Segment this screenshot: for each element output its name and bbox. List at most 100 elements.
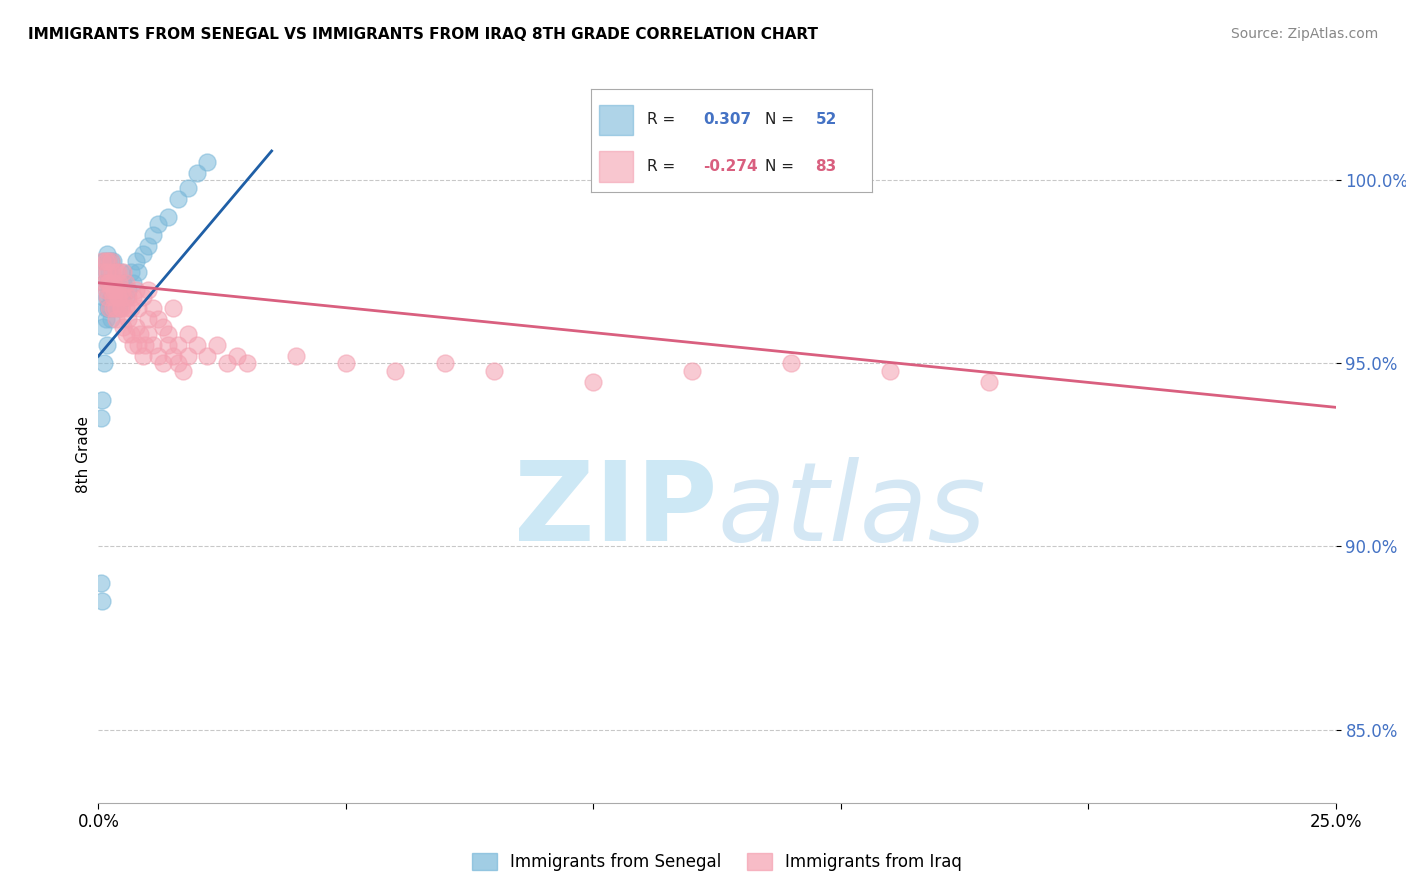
- Point: [100, 283, 122, 297]
- Point: [93, 276, 115, 290]
- Point: [681, 364, 703, 378]
- Point: [93, 253, 115, 268]
- Legend: Immigrants from Senegal, Immigrants from Iraq: Immigrants from Senegal, Immigrants from…: [465, 847, 969, 878]
- Point: [91, 392, 114, 407]
- Text: 0.307: 0.307: [703, 112, 751, 128]
- Text: 52: 52: [815, 112, 837, 128]
- Point: [93, 265, 115, 279]
- Point: [146, 349, 169, 363]
- Point: [112, 319, 135, 334]
- Point: [114, 301, 136, 316]
- Point: [166, 338, 188, 352]
- Point: [205, 338, 228, 352]
- Point: [879, 364, 901, 378]
- Point: [101, 265, 124, 279]
- Point: [110, 301, 132, 316]
- Point: [93, 290, 115, 304]
- Point: [127, 301, 149, 316]
- Point: [96, 265, 118, 279]
- Point: [176, 327, 198, 342]
- Point: [104, 276, 127, 290]
- Point: [335, 356, 357, 370]
- Point: [127, 338, 149, 352]
- Point: [134, 338, 156, 352]
- Point: [162, 301, 184, 316]
- Point: [94, 253, 117, 268]
- Point: [100, 253, 122, 268]
- Point: [146, 217, 169, 231]
- Point: [105, 283, 128, 297]
- Point: [103, 301, 125, 316]
- Point: [122, 290, 145, 304]
- Point: [107, 265, 129, 279]
- Point: [156, 338, 179, 352]
- Point: [156, 210, 179, 224]
- Point: [91, 594, 114, 608]
- Point: [103, 301, 125, 316]
- Point: [484, 364, 506, 378]
- Point: [101, 290, 124, 304]
- Point: [96, 246, 118, 260]
- Text: 83: 83: [815, 159, 837, 174]
- Text: IMMIGRANTS FROM SENEGAL VS IMMIGRANTS FROM IRAQ 8TH GRADE CORRELATION CHART: IMMIGRANTS FROM SENEGAL VS IMMIGRANTS FR…: [28, 27, 818, 42]
- Point: [107, 283, 129, 297]
- Text: -0.274: -0.274: [703, 159, 758, 174]
- Point: [100, 312, 122, 326]
- Text: N =: N =: [765, 159, 799, 174]
- Point: [93, 356, 115, 370]
- Point: [110, 301, 132, 316]
- Point: [112, 265, 135, 279]
- Text: N =: N =: [765, 112, 799, 128]
- Y-axis label: 8th Grade: 8th Grade: [76, 417, 91, 493]
- Point: [97, 276, 120, 290]
- Point: [114, 276, 136, 290]
- Point: [117, 290, 139, 304]
- Point: [217, 356, 239, 370]
- Point: [166, 356, 188, 370]
- Point: [98, 265, 121, 279]
- Point: [105, 290, 128, 304]
- Point: [172, 364, 194, 378]
- Point: [101, 276, 124, 290]
- Point: [114, 290, 136, 304]
- Point: [136, 239, 159, 253]
- Point: [94, 312, 117, 326]
- Text: Source: ZipAtlas.com: Source: ZipAtlas.com: [1230, 27, 1378, 41]
- Point: [186, 338, 208, 352]
- Point: [120, 301, 142, 316]
- Point: [132, 349, 155, 363]
- Point: [146, 312, 169, 326]
- Point: [103, 253, 125, 268]
- Point: [98, 301, 121, 316]
- Point: [136, 283, 159, 297]
- Point: [94, 283, 117, 297]
- Point: [97, 301, 120, 316]
- Point: [582, 375, 605, 389]
- Point: [162, 349, 184, 363]
- Point: [98, 301, 121, 316]
- Point: [142, 301, 165, 316]
- Point: [117, 312, 139, 326]
- Point: [97, 253, 120, 268]
- Point: [97, 253, 120, 268]
- Point: [124, 253, 146, 268]
- Point: [195, 155, 218, 169]
- Point: [152, 356, 174, 370]
- Point: [90, 576, 112, 591]
- Point: [104, 276, 127, 290]
- Point: [96, 290, 118, 304]
- Point: [384, 364, 406, 378]
- Point: [111, 283, 134, 297]
- Point: [127, 265, 149, 279]
- Point: [96, 290, 118, 304]
- Point: [122, 276, 145, 290]
- Point: [104, 312, 127, 326]
- Point: [100, 253, 122, 268]
- Point: [103, 283, 125, 297]
- Point: [117, 283, 139, 297]
- Point: [122, 338, 145, 352]
- Point: [103, 290, 125, 304]
- Point: [110, 265, 132, 279]
- Point: [136, 312, 159, 326]
- Point: [142, 228, 165, 243]
